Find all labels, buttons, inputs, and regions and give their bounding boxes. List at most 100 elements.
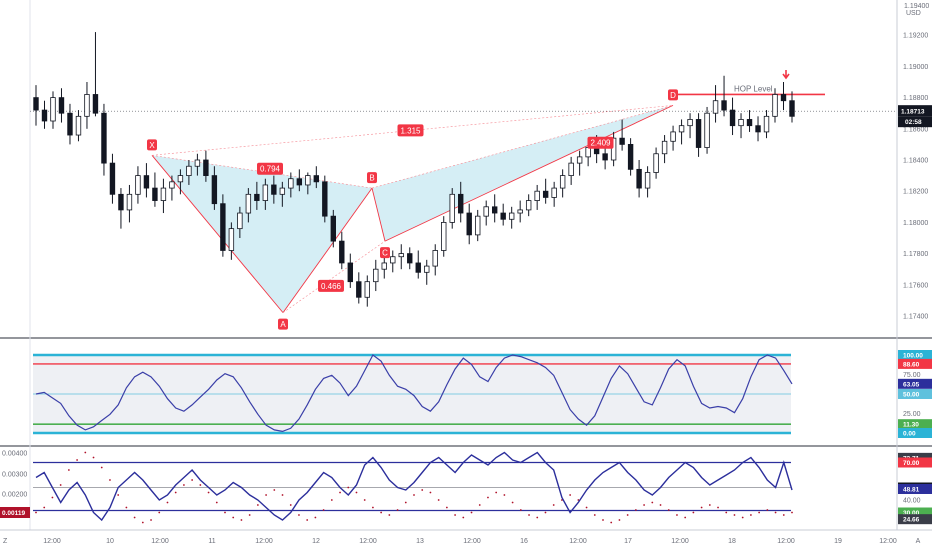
candle-body <box>305 175 311 186</box>
osc2-dot <box>125 506 128 509</box>
pattern-leg-CD <box>384 104 674 242</box>
candle-body <box>712 100 719 114</box>
candle-body <box>678 125 685 133</box>
pattern-ratio-label: 0.794 <box>260 165 281 174</box>
osc2-dot <box>708 504 711 506</box>
candle-body <box>670 131 676 142</box>
osc2-dot <box>478 504 481 506</box>
candle-body <box>169 181 175 189</box>
candle-body <box>644 172 651 189</box>
candle-body <box>177 175 184 183</box>
pattern-point-badge-D <box>668 89 678 101</box>
candle-body <box>746 119 753 127</box>
osc2-dot <box>651 501 654 504</box>
candle-body <box>475 215 481 236</box>
candle-body <box>381 262 387 270</box>
osc2-dot <box>421 489 424 491</box>
hop-level-label: HOP Level <box>734 84 773 93</box>
pattern-point-badge-X <box>147 139 157 151</box>
osc2-dot <box>240 519 243 521</box>
osc2-dot <box>248 514 251 516</box>
candle-body <box>237 212 243 230</box>
time-tick: 17 <box>624 538 632 545</box>
osc2-dot <box>750 514 752 516</box>
candle-body <box>186 165 192 177</box>
osc2-dot <box>339 491 341 494</box>
candle-body <box>449 193 455 223</box>
osc2-dot <box>59 484 62 486</box>
osc2-left-tick: 0.00200 <box>2 492 27 499</box>
pattern-ratio-label: 2.409 <box>590 139 611 148</box>
pattern-ratio-line-BD <box>371 105 674 189</box>
candle-body <box>339 240 345 264</box>
price-tick: 1.17400 <box>903 314 928 321</box>
candle-body <box>67 112 73 136</box>
candle-body <box>152 187 158 201</box>
candle-body <box>653 153 659 173</box>
osc2-dot <box>306 519 309 521</box>
sell-arrow-icon <box>782 70 790 80</box>
osc1-axis-badge <box>898 378 932 389</box>
candle-body <box>695 119 702 148</box>
time-tick: 11 <box>208 538 215 545</box>
candle-body <box>33 97 39 111</box>
candle-body <box>424 265 430 273</box>
osc2-dot <box>232 516 235 519</box>
osc2-dot <box>133 516 136 519</box>
osc2-dot <box>191 479 194 481</box>
candle-body <box>41 109 48 122</box>
candle-body <box>118 193 124 211</box>
osc2-dot <box>289 504 292 506</box>
osc1-tick: 0.00 <box>903 431 916 438</box>
price-tick: 1.18200 <box>903 189 928 196</box>
osc2-axis-badge <box>898 507 932 518</box>
osc1-axis-badge <box>898 428 932 438</box>
candle-body <box>780 94 787 102</box>
candle-body <box>211 175 218 205</box>
osc2-axis-badge <box>898 457 932 468</box>
pattern-point-badge-A <box>278 318 288 330</box>
time-tick: 12:00 <box>569 538 587 545</box>
osc2-dot <box>462 516 465 519</box>
osc2-dot <box>347 486 350 489</box>
osc2-axis-badge <box>898 514 932 525</box>
candle-body <box>491 206 498 214</box>
candle-body <box>84 94 90 117</box>
osc2-dot <box>224 511 226 514</box>
osc2-dot <box>84 451 87 454</box>
candle-body <box>551 187 557 198</box>
candle-body <box>254 193 260 201</box>
osc1-axis-badge <box>898 350 932 360</box>
main-price-pane: HOP Level X A B C D 0.794 0.466 2.409 1.315 <box>30 32 897 330</box>
osc2-dot <box>67 469 70 471</box>
current-price-label: 1.18713 <box>901 109 925 116</box>
candle-body <box>738 119 744 127</box>
osc2-dot <box>487 496 489 499</box>
osc1-line <box>35 354 793 433</box>
osc2-dot <box>618 519 621 521</box>
candle-body <box>75 115 82 136</box>
candle-body <box>279 187 286 195</box>
osc2-dot <box>314 516 317 519</box>
time-tick: 12:00 <box>43 538 61 545</box>
osc2-dot <box>684 516 687 519</box>
candle-body <box>126 193 133 211</box>
osc2-right-tick: 48.81 <box>903 486 920 493</box>
osc2-dot <box>758 511 761 514</box>
osc2-dot <box>404 501 407 504</box>
time-tick: 12:00 <box>359 538 377 545</box>
price-tick: 1.18600 <box>903 126 928 133</box>
candle-body <box>508 212 515 220</box>
osc2-dot <box>372 506 374 509</box>
price-tick: 1.19200 <box>903 33 928 40</box>
time-tick: 12:00 <box>671 538 689 545</box>
osc2-dot <box>667 509 670 511</box>
price-tick: 1.17600 <box>903 282 928 289</box>
time-tick: 10 <box>106 538 114 545</box>
candle-body <box>441 221 447 251</box>
osc2-dot <box>741 516 744 519</box>
osc2-axis-badge <box>898 483 932 494</box>
countdown-badge <box>898 116 932 128</box>
pattern-point-badge-B <box>367 172 377 184</box>
